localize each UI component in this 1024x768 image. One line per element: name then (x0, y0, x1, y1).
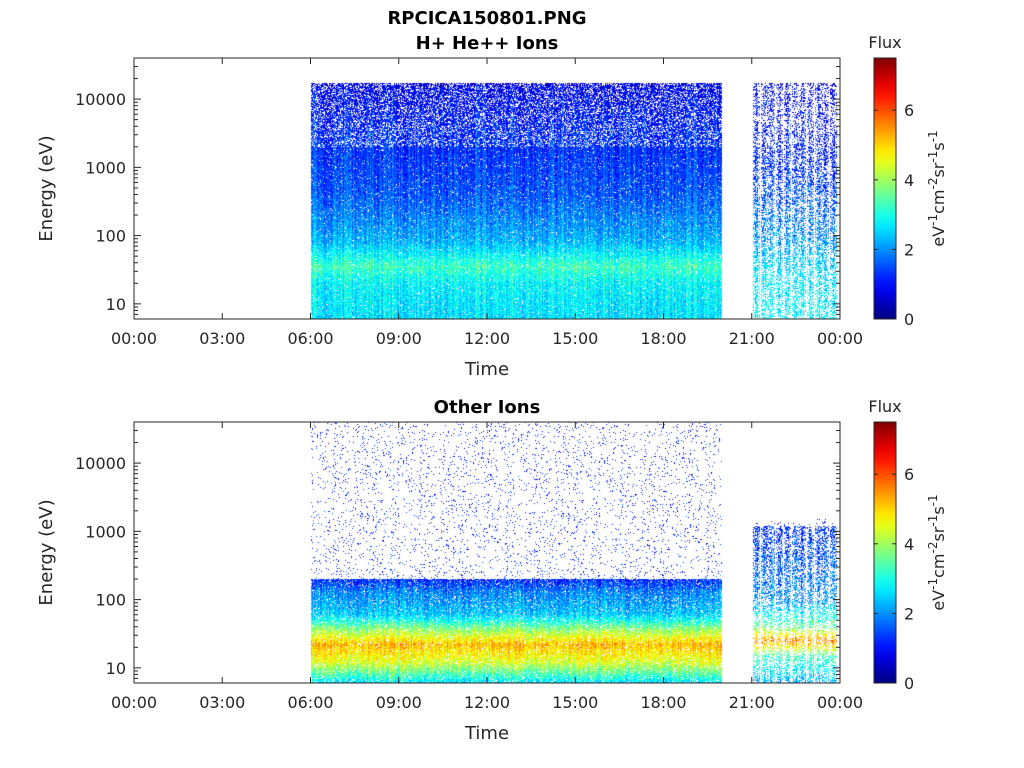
x-tick-label: 09:00 (376, 329, 422, 348)
colorbar-unit-label: eV-1cm-2sr-1s-1 (926, 130, 948, 246)
panel-2: Other Ions 00:00 03:00 06:00 09:00 12:00 15:00… (36, 397, 948, 744)
colorbar-tick-label: 0 (904, 310, 914, 329)
x-tick-label: 21:00 (729, 329, 775, 348)
colorbar-tick-label: 0 (904, 674, 914, 693)
x-tick-label: 09:00 (376, 693, 422, 712)
figure-title: RPCICA150801.PNG (387, 8, 586, 29)
y-tick-label: 10000 (75, 90, 126, 109)
x-tick-label: 00:00 (817, 693, 863, 712)
y-tick-label: 10000 (75, 454, 126, 473)
panel-title: Other Ions (434, 397, 541, 418)
y-tick-label: 10 (106, 295, 126, 314)
y-tick-label: 10 (106, 659, 126, 678)
x-tick-label: 00:00 (111, 693, 157, 712)
x-axis-label: Time (464, 359, 509, 380)
x-tick-label: 03:00 (199, 693, 245, 712)
panel-1: H+ He++ Ions 00:00 03:00 06:00 09:00 12:00 15:… (36, 33, 948, 380)
x-axis-label: Time (464, 723, 509, 744)
x-tick-label: 18:00 (640, 693, 686, 712)
y-axis-label: Energy (eV) (36, 135, 57, 241)
x-tick-label: 00:00 (111, 329, 157, 348)
colorbar (873, 421, 897, 684)
x-tick-label: 15:00 (552, 693, 598, 712)
y-tick-label: 1000 (85, 158, 126, 177)
colorbar-tick-label: 4 (904, 171, 914, 190)
colorbar-title: Flux (868, 397, 901, 416)
colorbar-tick-label: 2 (904, 240, 914, 259)
y-tick-label: 1000 (85, 522, 126, 541)
x-tick-label: 15:00 (552, 329, 598, 348)
y-axis-label: Energy (eV) (36, 499, 57, 605)
colorbar-tick-label: 2 (904, 604, 914, 623)
colorbar-tick-label: 6 (904, 465, 914, 484)
colorbar-tick-label: 6 (904, 101, 914, 120)
spectrogram-image (134, 422, 840, 683)
colorbar-unit-label: eV-1cm-2sr-1s-1 (926, 494, 948, 610)
colorbar-tick-label: 4 (904, 535, 914, 554)
panel-title: H+ He++ Ions (416, 33, 559, 54)
y-tick-label: 100 (95, 591, 126, 610)
x-tick-label: 06:00 (287, 329, 333, 348)
x-tick-label: 03:00 (199, 329, 245, 348)
x-tick-label: 12:00 (464, 693, 510, 712)
colorbar-title: Flux (868, 33, 901, 52)
colorbar (873, 57, 897, 320)
x-tick-label: 18:00 (640, 329, 686, 348)
x-tick-label: 06:00 (287, 693, 333, 712)
spectrogram-image (134, 58, 840, 319)
x-tick-label: 21:00 (729, 693, 775, 712)
y-tick-label: 100 (95, 227, 126, 246)
x-tick-label: 00:00 (817, 329, 863, 348)
x-tick-label: 12:00 (464, 329, 510, 348)
